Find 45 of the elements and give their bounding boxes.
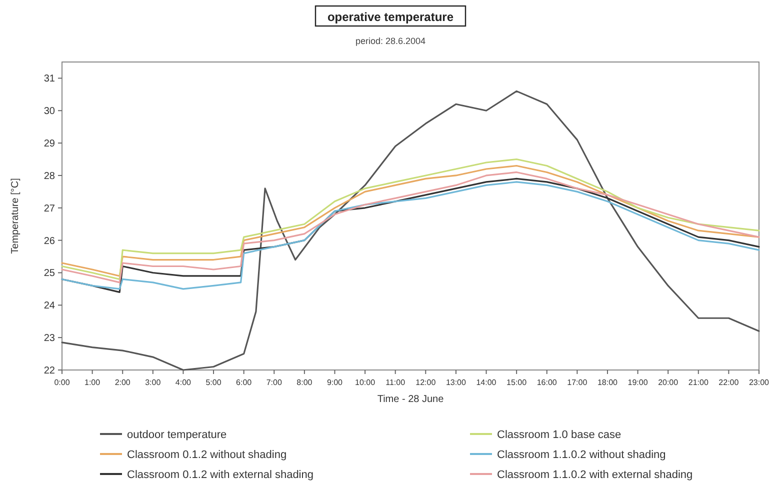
x-tick-label: 20:00 [658, 378, 679, 387]
legend-label: Classroom 1.1.0.2 without shading [497, 449, 666, 461]
x-tick-label: 6:00 [236, 378, 252, 387]
x-tick-label: 5:00 [206, 378, 222, 387]
x-tick-label: 11:00 [386, 378, 406, 387]
y-tick-label: 30 [44, 106, 56, 118]
x-tick-label: 16:00 [536, 378, 558, 387]
y-tick-label: 24 [44, 300, 56, 312]
x-tick-label: 9:00 [326, 378, 344, 387]
x-tick-label: 12:00 [416, 378, 436, 387]
y-tick-label: 29 [44, 138, 56, 150]
y-tick-label: 23 [44, 333, 56, 344]
legend-label: Classroom 1.1.0.2 with external shading [497, 469, 693, 481]
x-tick-label: 7:00 [266, 378, 282, 387]
chart-title: operative temperature [327, 10, 454, 24]
x-tick-label: 19:00 [628, 378, 648, 387]
x-tick-label: 14:00 [476, 378, 497, 387]
legend-label: Classroom 0.1.2 with external shading [127, 469, 314, 481]
x-tick-label: 8:00 [296, 378, 313, 387]
x-tick-label: 21:00 [688, 378, 709, 387]
line-series [61, 90, 760, 371]
x-tick-label: 18:00 [597, 378, 618, 387]
y-tick-label: 26 [44, 236, 56, 247]
x-tick-label: 4:00 [175, 378, 192, 387]
x-tick-label: 3:00 [145, 378, 162, 387]
x-tick-label: 13:00 [446, 378, 467, 387]
legend-label: Classroom 0.1.2 without shading [127, 449, 287, 461]
x-tick-label: 1:00 [84, 378, 101, 387]
x-axis-title: Time - 28 June [377, 394, 444, 405]
y-axis-title: Temperature [°C] [10, 178, 21, 254]
x-tick-label: 0:00 [54, 378, 70, 387]
x-tick-label: 15:00 [506, 378, 528, 387]
y-tick-label: 28 [44, 170, 56, 182]
x-tick-label: 22:00 [718, 378, 740, 387]
legend-label: Classroom 1.0 base case [497, 429, 622, 441]
x-tick-label: 10:00 [355, 378, 376, 387]
x-tick-label: 17:00 [567, 378, 588, 387]
legend-label: outdoor temperature [127, 429, 227, 441]
x-tick-label: 2:00 [114, 378, 131, 387]
y-tick-label: 27 [44, 203, 56, 214]
y-tick-label: 31 [44, 74, 56, 85]
y-tick-label: 22 [44, 366, 56, 376]
chart-subtitle: period: 28.6.2004 [355, 36, 426, 46]
x-tick-label: 23:00 [748, 378, 770, 387]
y-tick-label: 25 [44, 268, 56, 280]
